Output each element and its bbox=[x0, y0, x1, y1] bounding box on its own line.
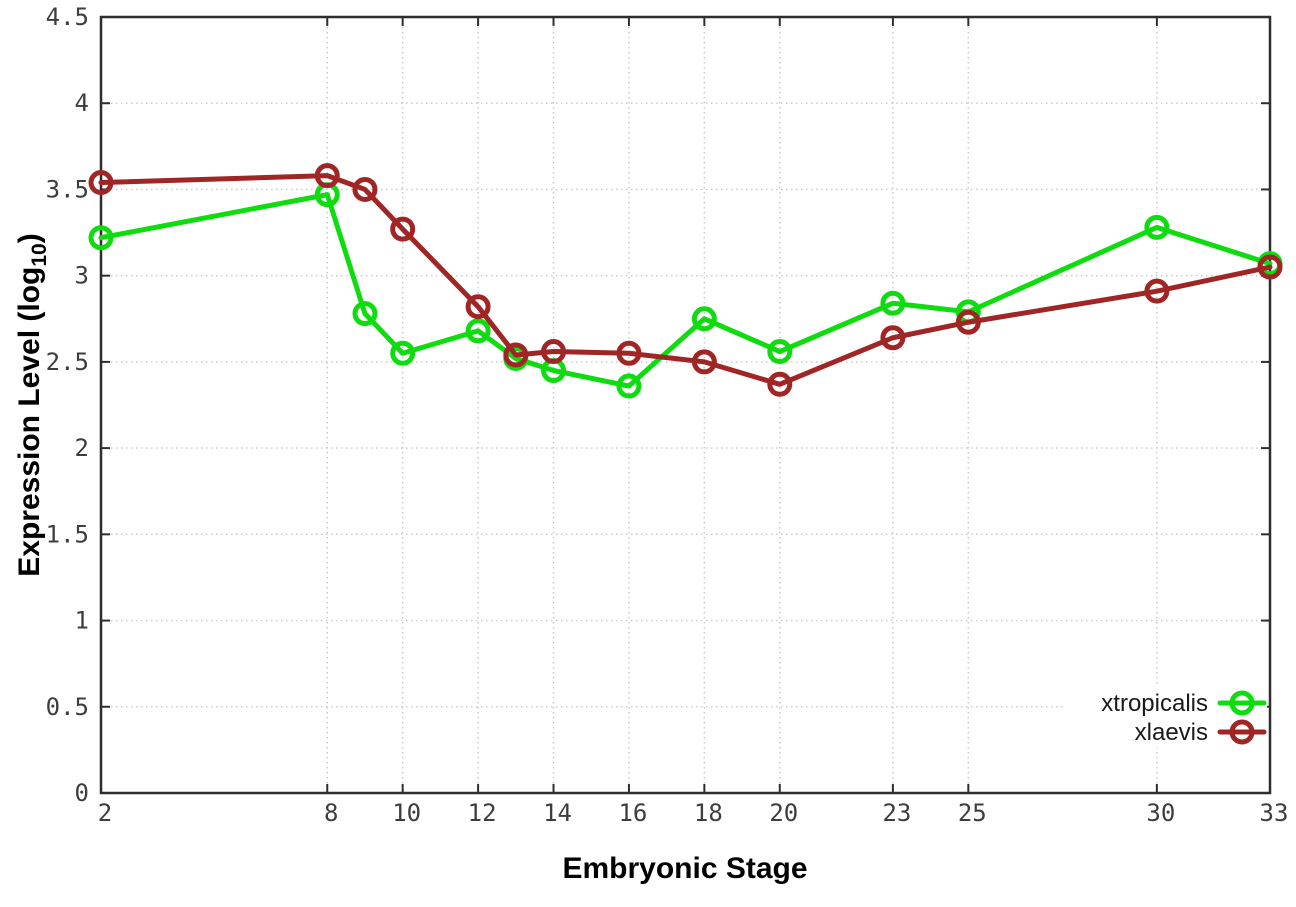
legend-label-xtropicalis: xtropicalis bbox=[1101, 690, 1208, 717]
y-tick-label: 0 bbox=[75, 779, 89, 807]
data-point-xtropicalis-stage-16 bbox=[616, 373, 642, 399]
y-tick-label: 1.5 bbox=[46, 520, 89, 548]
y-axis-title-text: Expression Level (log bbox=[13, 266, 46, 577]
data-point-xlaevis-stage-25 bbox=[955, 309, 981, 335]
x-tick-label: 8 bbox=[324, 799, 338, 827]
x-tick-label: 12 bbox=[468, 799, 497, 827]
y-tick-label: 2 bbox=[75, 434, 89, 462]
data-point-xtropicalis-stage-23 bbox=[880, 290, 906, 316]
y-tick-label: 1 bbox=[75, 607, 89, 635]
data-point-xlaevis-stage-9 bbox=[352, 176, 378, 202]
data-point-xtropicalis-stage-18 bbox=[691, 306, 717, 332]
y-tick-label: 3.5 bbox=[46, 175, 89, 203]
x-tick-label: 16 bbox=[618, 799, 647, 827]
series-line-xlaevis bbox=[98, 173, 1273, 387]
x-tick-label: 25 bbox=[958, 799, 987, 827]
data-point-xlaevis-stage-33 bbox=[1257, 254, 1283, 280]
data-point-xtropicalis-stage-9 bbox=[352, 301, 378, 327]
data-point-xlaevis-stage-12 bbox=[465, 294, 491, 320]
data-point-xtropicalis-stage-20 bbox=[767, 339, 793, 365]
data-point-xlaevis-stage-16 bbox=[616, 340, 642, 366]
legend-marker-xtropicalis bbox=[1229, 690, 1255, 716]
y-axis-title: Expression Level (log10) bbox=[13, 233, 51, 577]
x-tick-label: 33 bbox=[1260, 799, 1289, 827]
data-point-xlaevis-stage-18 bbox=[691, 349, 717, 375]
x-tick-label: 30 bbox=[1146, 799, 1175, 827]
x-tick-label: 2 bbox=[98, 799, 112, 827]
plot-border bbox=[99, 15, 1272, 795]
x-tick-label: 18 bbox=[694, 799, 723, 827]
legend-marker-xlaevis bbox=[1229, 719, 1255, 745]
y-tick-label: 4.5 bbox=[46, 3, 89, 31]
y-tick-label: 0.5 bbox=[46, 693, 89, 721]
x-tick-label: 10 bbox=[392, 799, 421, 827]
data-point-xtropicalis-stage-2 bbox=[88, 225, 114, 251]
y-tick-label: 3 bbox=[75, 262, 89, 290]
data-point-xlaevis-stage-23 bbox=[880, 325, 906, 351]
data-point-xlaevis-stage-8 bbox=[314, 163, 340, 189]
x-tick-label: 14 bbox=[543, 799, 572, 827]
data-point-xlaevis-stage-13 bbox=[503, 342, 529, 368]
y-tick-label: 2.5 bbox=[46, 348, 89, 376]
data-point-xtropicalis-stage-30 bbox=[1144, 214, 1170, 240]
data-point-xlaevis-stage-10 bbox=[390, 216, 416, 242]
y-axis-title-suffix: ) bbox=[13, 233, 46, 244]
y-tick-label: 4 bbox=[75, 89, 89, 117]
x-tick-label: 20 bbox=[769, 799, 798, 827]
data-point-xlaevis-stage-30 bbox=[1144, 278, 1170, 304]
x-axis-title: Embryonic Stage bbox=[562, 852, 808, 885]
data-point-xlaevis-stage-20 bbox=[767, 371, 793, 397]
data-point-xtropicalis-stage-12 bbox=[465, 318, 491, 344]
data-point-xlaevis-stage-14 bbox=[541, 339, 567, 365]
data-point-xtropicalis-stage-10 bbox=[390, 340, 416, 366]
data-point-xlaevis-stage-2 bbox=[88, 170, 114, 196]
x-tick-label: 23 bbox=[882, 799, 911, 827]
y-axis-title-subscript: 10 bbox=[28, 243, 51, 267]
legend-label-xlaevis: xlaevis bbox=[1135, 719, 1208, 746]
